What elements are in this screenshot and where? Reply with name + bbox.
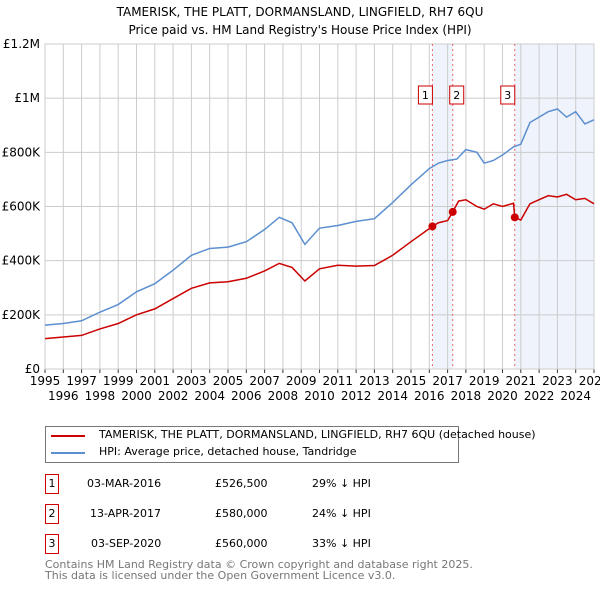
sale-date: 13-APR-2017 xyxy=(90,507,162,520)
x-tick-label: 2016 xyxy=(414,389,445,403)
sale-date: 03-MAR-2016 xyxy=(87,477,162,490)
x-tick-label: 2019 xyxy=(469,374,500,388)
sale-number: 1 xyxy=(45,474,59,494)
legend-swatch-red xyxy=(51,435,85,437)
legend-label: HPI: Average price, detached house, Tand… xyxy=(99,445,357,458)
x-tick-label: 2022 xyxy=(524,389,555,403)
x-tick-label: 2010 xyxy=(304,389,335,403)
x-tick-label: 2009 xyxy=(286,374,317,388)
x-tick-label: 2006 xyxy=(231,389,262,403)
legend-swatch-blue xyxy=(51,452,85,454)
sale-label-box xyxy=(500,85,516,105)
x-tick-label: 2000 xyxy=(121,389,152,403)
x-tick-label: 2008 xyxy=(268,389,299,403)
sale-price: £560,000 xyxy=(215,537,268,550)
x-tick-label: 2025 xyxy=(579,374,600,388)
x-tick-label: 2017 xyxy=(432,374,463,388)
sale-date: 03-SEP-2020 xyxy=(91,537,162,550)
series-line xyxy=(44,193,595,340)
x-tick-label: 2015 xyxy=(396,374,427,388)
footer-copyright: Contains HM Land Registry data © Crown c… xyxy=(45,558,473,571)
y-tick-label: £0 xyxy=(25,362,40,376)
x-tick-label: 2023 xyxy=(542,374,573,388)
y-tick-label: £800K xyxy=(2,145,42,159)
sale-price: £526,500 xyxy=(215,477,268,490)
x-tick-label: 2024 xyxy=(560,389,591,403)
x-tick-label: 2021 xyxy=(506,374,537,388)
sale-point xyxy=(428,222,437,231)
legend-label: TAMERISK, THE PLATT, DORMANSLAND, LINGFI… xyxy=(99,428,536,441)
sale-price: £580,000 xyxy=(215,507,268,520)
x-tick-label: 1999 xyxy=(103,374,134,388)
price-chart: TAMERISK, THE PLATT, DORMANSLAND, LINGFI… xyxy=(2,5,600,403)
sale-hpi: 33% ↓ HPI xyxy=(312,537,371,550)
x-tick-label: 2001 xyxy=(140,374,171,388)
legend: TAMERISK, THE PLATT, DORMANSLAND, LINGFI… xyxy=(45,426,536,463)
y-tick-label: £600K xyxy=(2,200,42,214)
sale-number: 2 xyxy=(45,504,59,524)
sale-number: 3 xyxy=(45,534,59,554)
sale-label: 3 xyxy=(504,89,511,102)
sale-label-box xyxy=(449,85,465,105)
chart-title: TAMERISK, THE PLATT, DORMANSLAND, LINGFI… xyxy=(116,5,484,19)
chart-subtitle: Price paid vs. HM Land Registry's House … xyxy=(128,23,471,37)
y-tick-label: £1M xyxy=(14,91,40,105)
x-tick-label: 2013 xyxy=(359,374,390,388)
sale-hpi: 24% ↓ HPI xyxy=(312,507,371,520)
x-tick-label: 2003 xyxy=(176,374,207,388)
x-tick-label: 2012 xyxy=(341,389,372,403)
x-tick-label: 2011 xyxy=(323,374,354,388)
x-tick-label: 2014 xyxy=(377,389,408,403)
x-tick-label: 2020 xyxy=(487,389,518,403)
footer-licence: This data is licensed under the Open Gov… xyxy=(45,569,396,582)
x-tick-label: 1996 xyxy=(48,389,79,403)
y-tick-label: £1.2M xyxy=(3,37,40,51)
plot-frame xyxy=(44,43,595,370)
sale-hpi: 29% ↓ HPI xyxy=(312,477,371,490)
x-tick-label: 2004 xyxy=(194,389,225,403)
x-tick-label: 2007 xyxy=(249,374,280,388)
y-tick-label: £200K xyxy=(2,308,42,322)
x-tick-label: 1995 xyxy=(30,374,61,388)
x-tick-label: 1997 xyxy=(66,374,97,388)
sale-label: 2 xyxy=(453,89,460,102)
sale-label-box xyxy=(417,85,433,105)
y-tick-label: £400K xyxy=(2,254,42,268)
x-tick-label: 1998 xyxy=(85,389,116,403)
footer: Contains HM Land Registry data © Crown c… xyxy=(45,559,473,581)
sale-point xyxy=(448,207,457,216)
series-line xyxy=(44,108,595,326)
x-tick-label: 2005 xyxy=(213,374,244,388)
sale-label: 1 xyxy=(422,89,429,102)
x-tick-label: 2002 xyxy=(158,389,189,403)
x-tick-label: 2018 xyxy=(451,389,482,403)
sale-point xyxy=(510,213,519,222)
